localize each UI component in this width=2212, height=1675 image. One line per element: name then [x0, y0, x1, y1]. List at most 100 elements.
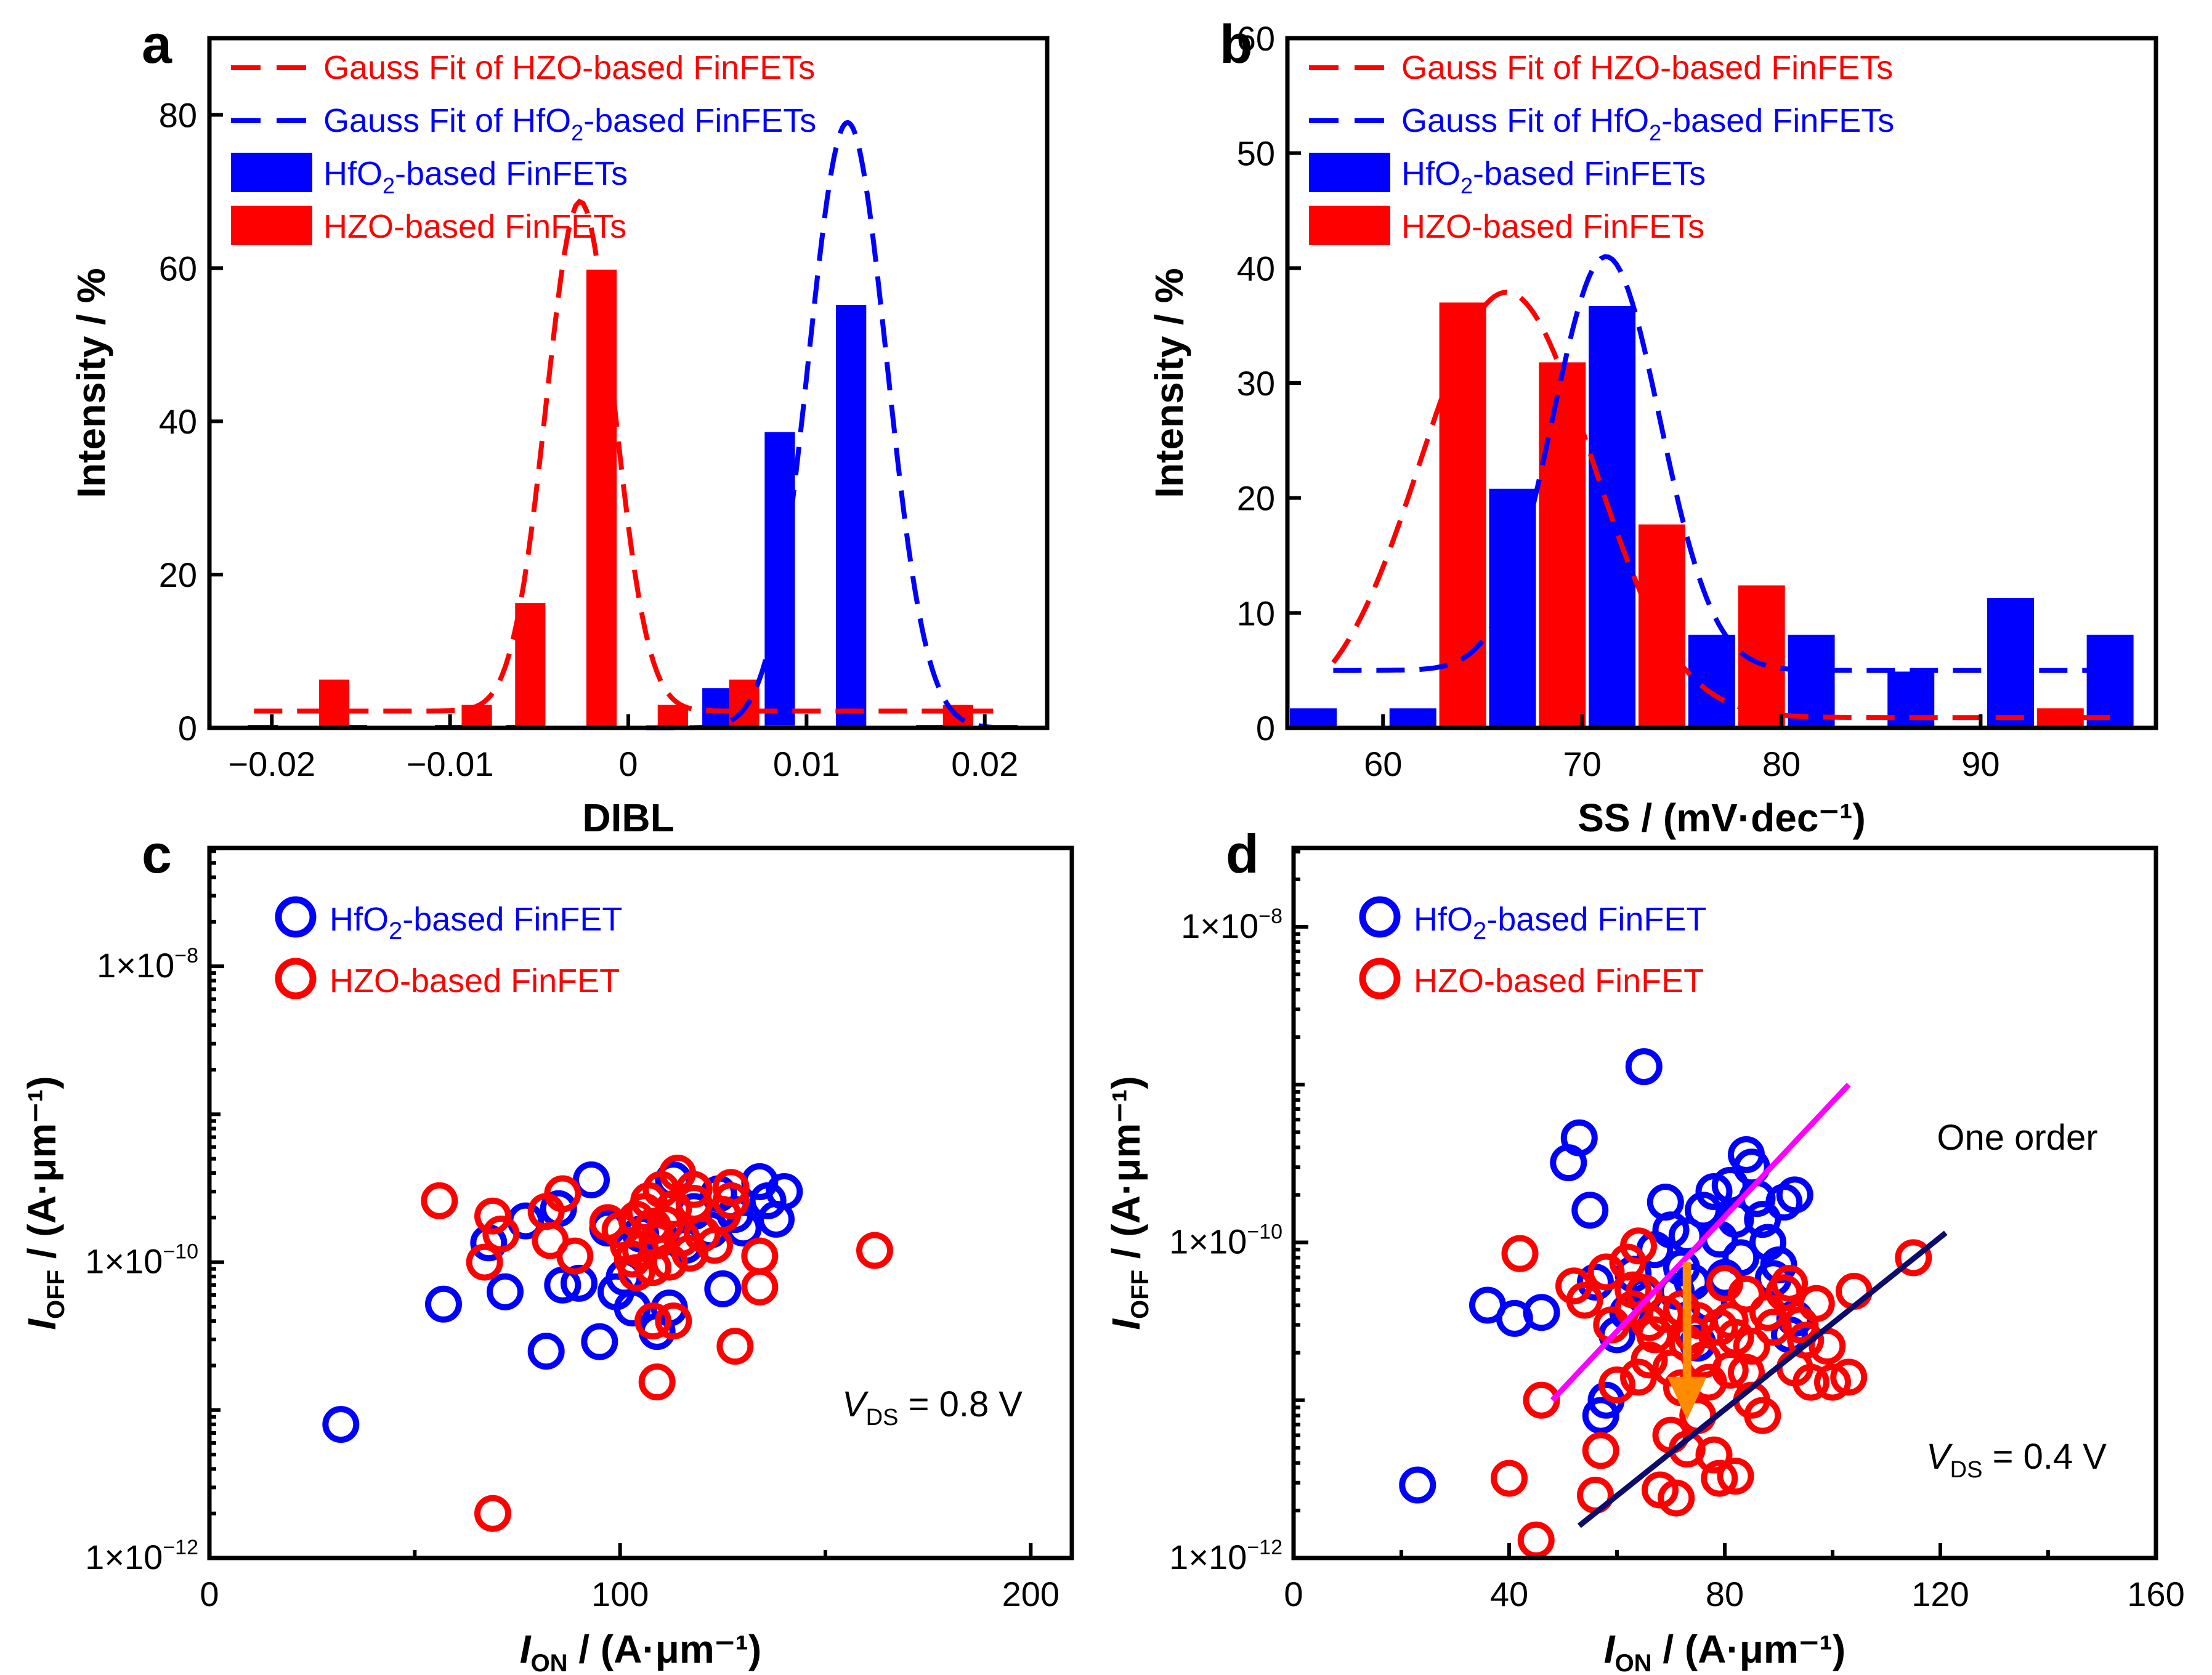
legend-label-part: HZO-based FinFET	[330, 963, 620, 999]
vds-annotation-main: V	[842, 1384, 869, 1424]
y-axis-title-rest: / (A·μm⁻¹)	[20, 1076, 64, 1270]
y-tick-label: 20	[1237, 479, 1275, 518]
legend-label: HfO2-based FinFETs	[323, 155, 628, 198]
bar	[1290, 708, 1337, 728]
y-tick-label-exp: −12	[1247, 1536, 1282, 1559]
data-point	[675, 1171, 713, 1208]
legend-label-part: -based FinFET	[1486, 901, 1706, 938]
y-tick-label: 1×10−12	[85, 1536, 198, 1576]
legend-label: HZO-based FinFET	[330, 963, 620, 999]
data-point	[634, 1302, 671, 1340]
data-point	[474, 1495, 511, 1532]
y-tick-label-base: 1×10	[1169, 1538, 1247, 1576]
data-point	[581, 1323, 618, 1360]
legend-label-part: HfO	[330, 901, 389, 938]
panel-letter: c	[142, 823, 172, 884]
data-point	[1776, 1176, 1813, 1214]
data-point	[634, 1249, 671, 1286]
data-point	[1598, 1366, 1635, 1403]
y-tick-label: 0	[178, 709, 197, 748]
legend-bar-swatch	[231, 153, 312, 192]
y-tick-label-exp: −10	[163, 1240, 198, 1264]
x-axis-title-rest: / (A·μm⁻¹)	[1652, 1627, 1846, 1671]
gauss-fit-line	[646, 119, 994, 730]
data-point	[466, 1243, 503, 1281]
x-tick-label: 100	[591, 1575, 649, 1613]
legend-label-part: HZO-based FinFETs	[1401, 208, 1704, 245]
trend-line	[1550, 1083, 1851, 1402]
data-point	[1771, 1265, 1808, 1302]
data-point	[1523, 1381, 1560, 1419]
legend-label-part: Gauss Fit of HZO-based FinFETs	[1401, 49, 1893, 86]
data-point	[1895, 1239, 1932, 1277]
y-tick-label-base: 1×10	[97, 946, 174, 985]
data-point	[1582, 1432, 1619, 1469]
legend-marker	[1359, 896, 1401, 938]
legend-label: Gauss Fit of HZO-based FinFETs	[323, 49, 815, 86]
legend-label-part: -based FinFETs	[583, 102, 816, 139]
y-tick-label: 1×10−10	[85, 1240, 198, 1281]
data-point	[322, 1406, 360, 1443]
x-axis-title: ION / (A·μm⁻¹)	[520, 1627, 761, 1675]
y-tick-label-base: 1×10	[85, 1538, 163, 1576]
legend-label: Gauss Fit of HfO2-based FinFETs	[1401, 102, 1894, 145]
y-tick-label-base: 1×10	[1169, 1222, 1247, 1261]
bar	[586, 269, 617, 728]
data-point	[425, 1285, 462, 1323]
data-point	[704, 1270, 742, 1307]
bar	[1987, 598, 2034, 728]
y-axis-title-sub: OFF	[43, 1270, 70, 1319]
y-tick-label-base: 1×10	[1181, 906, 1258, 945]
legend-label-part: -based FinFET	[402, 901, 622, 938]
y-tick-label: 60	[159, 249, 197, 288]
data-point	[1566, 1281, 1603, 1319]
y-tick-label: 20	[159, 555, 197, 594]
x-axis-title-main: I	[1604, 1627, 1616, 1671]
data-point	[421, 1182, 458, 1219]
legend-label-sub: 2	[1460, 173, 1473, 198]
y-tick-label: 1×10−8	[1181, 905, 1282, 945]
data-point	[1744, 1397, 1781, 1434]
data-point	[741, 1268, 779, 1306]
legend-label: HZO-based FinFETs	[323, 208, 626, 245]
x-axis-title: SS / (mV·dec⁻¹)	[1578, 796, 1866, 840]
y-axis-title-main: I	[1104, 1318, 1148, 1330]
y-tick-label-base: 1×10	[85, 1242, 163, 1281]
data-point	[766, 1172, 803, 1210]
legend-label-part: HfO	[1401, 155, 1460, 192]
legend-label-sub: 2	[1649, 120, 1661, 145]
legend-label: HfO2-based FinFET	[1414, 901, 1706, 945]
data-point	[1722, 1239, 1760, 1277]
bar	[836, 305, 867, 729]
data-point	[1711, 1302, 1749, 1339]
legend-bar-swatch	[1309, 153, 1390, 192]
legend-label-part: -based FinFETs	[1661, 102, 1894, 139]
bar	[318, 679, 350, 728]
legend-marker	[1359, 958, 1401, 999]
y-tick-label: 80	[159, 95, 197, 134]
legend-label-sub: 2	[1473, 918, 1486, 945]
data-point	[1631, 1341, 1668, 1379]
bar	[1389, 708, 1436, 728]
data-point	[1685, 1192, 1722, 1229]
data-point	[1517, 1521, 1555, 1559]
legend-label-part: HZO-based FinFETs	[323, 208, 626, 245]
x-tick-label: 90	[1961, 745, 1999, 783]
data-point	[618, 1254, 655, 1291]
data-point	[655, 1302, 692, 1340]
data-point	[1728, 1275, 1765, 1313]
legend-label: Gauss Fit of HZO-based FinFETs	[1401, 49, 1893, 86]
data-point	[1717, 1458, 1754, 1495]
y-axis-title: Intensity / %	[1147, 268, 1191, 498]
y-tick-label-exp: −8	[174, 944, 198, 967]
x-axis-title-rest: / (A·μm⁻¹)	[568, 1627, 762, 1671]
data-point	[1501, 1235, 1539, 1272]
x-axis-title: ION / (A·μm⁻¹)	[1604, 1627, 1845, 1675]
legend-bar-swatch	[231, 206, 312, 245]
x-tick-label: 0.01	[773, 745, 840, 783]
y-tick-label: 60	[1237, 19, 1275, 58]
legend-label: HZO-based FinFET	[1414, 963, 1704, 999]
y-tick-label: 0	[1256, 709, 1275, 748]
y-tick-label: 1×10−10	[1169, 1221, 1282, 1261]
